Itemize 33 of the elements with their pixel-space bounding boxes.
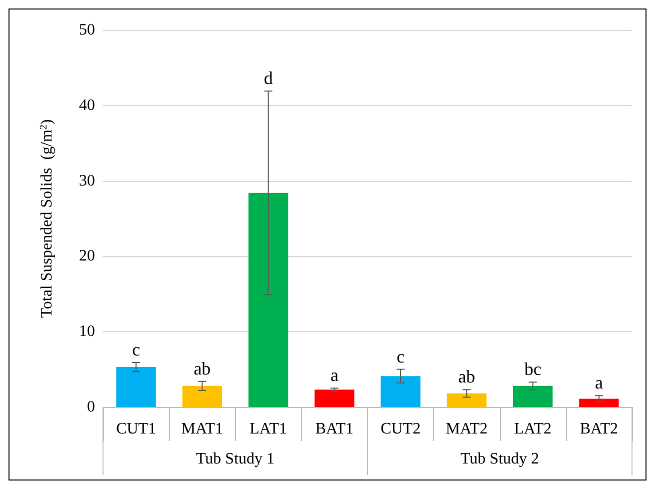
annotation: c <box>132 340 140 360</box>
y-tick-label: 30 <box>79 172 95 190</box>
bar <box>446 393 487 407</box>
bar <box>116 367 156 407</box>
x-tick-label: MAT2 <box>446 420 488 438</box>
x-tick-label: LAT1 <box>250 420 287 438</box>
y-tick-label: 40 <box>79 96 95 114</box>
bar <box>579 398 619 407</box>
y-tick-label: 50 <box>79 22 95 38</box>
x-tick-label: MAT1 <box>181 420 224 438</box>
annotation: a <box>594 372 603 393</box>
bar <box>248 192 288 407</box>
annotation: a <box>330 365 338 386</box>
x-tick-label: CUT2 <box>380 420 421 438</box>
annotation: c <box>396 346 405 366</box>
bar <box>512 386 553 407</box>
y-tick-label: 0 <box>87 398 95 416</box>
bar <box>314 390 354 407</box>
x-tick-label: CUT1 <box>116 420 156 438</box>
annotation: d <box>264 68 273 88</box>
y-tick-label: 20 <box>79 248 95 265</box>
annotation: ab <box>458 366 476 387</box>
y-axis-title: Total Suspended Solids (g/m2) <box>38 119 56 318</box>
text: Tub Study 2 <box>460 450 540 468</box>
bar <box>380 376 420 407</box>
x-tick-label: LAT2 <box>514 420 552 438</box>
annotation: ab <box>194 358 211 378</box>
text: Tub Study 1 <box>196 450 275 468</box>
x-tick-label: BAT1 <box>315 420 354 438</box>
bar <box>182 386 222 407</box>
x-tick-label: BAT2 <box>580 420 618 438</box>
y-tick-label: 10 <box>79 323 95 340</box>
annotation: bc <box>524 359 542 380</box>
